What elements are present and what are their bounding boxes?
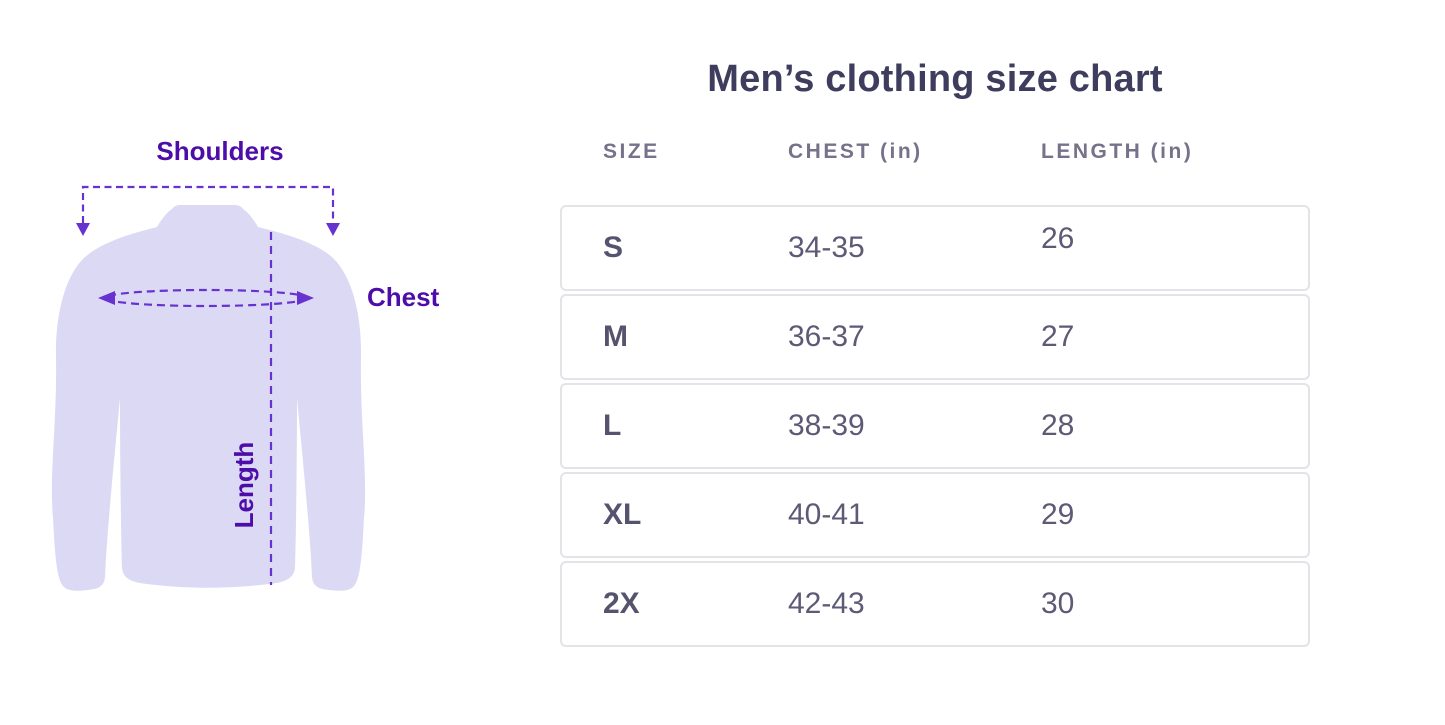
length-cell: 27	[1041, 320, 1075, 353]
table-body: S 34-35 26 M 36-37 27 L 38-39 28 XL 40-4…	[560, 205, 1310, 650]
shoulders-measure-line	[81, 185, 335, 223]
table-row: XL 40-41 29	[560, 472, 1310, 558]
column-header-length: LENGTH (in)	[1041, 140, 1194, 163]
size-cell: 2X	[603, 587, 640, 620]
shirt-shape	[51, 205, 366, 591]
shoulders-arrow-right-icon	[326, 223, 340, 236]
table-row: S 34-35 26	[560, 205, 1310, 291]
shirt-illustration	[51, 185, 366, 591]
size-cell: S	[603, 231, 624, 264]
length-cell: 28	[1041, 409, 1075, 442]
page-title: Men’s clothing size chart	[707, 58, 1163, 100]
chest-cell: 42-43	[788, 587, 865, 620]
shoulders-label: Shoulders	[156, 136, 284, 166]
size-chart: Men’s clothing size chart SIZE CHEST (in…	[560, 0, 1310, 725]
column-header-chest: CHEST (in)	[788, 140, 923, 163]
chest-cell: 38-39	[788, 409, 865, 442]
table-row: 2X 42-43 30	[560, 561, 1310, 647]
size-cell: XL	[603, 498, 642, 531]
table-header: SIZE CHEST (in) LENGTH (in)	[560, 140, 1310, 168]
chest-arrow-left-icon	[98, 291, 115, 305]
length-label: Length	[229, 441, 259, 529]
size-cell: M	[603, 320, 628, 353]
column-header-size: SIZE	[603, 140, 660, 163]
chest-cell: 40-41	[788, 498, 865, 531]
length-cell: 30	[1041, 587, 1075, 620]
length-cell: 29	[1041, 498, 1075, 531]
length-cell: 26	[1041, 222, 1075, 255]
chest-arrow-right-icon	[297, 291, 314, 305]
chest-label: Chest	[367, 282, 440, 312]
table-row: M 36-37 27	[560, 294, 1310, 380]
size-cell: L	[603, 409, 622, 442]
shoulders-arrow-left-icon	[76, 223, 90, 236]
chest-cell: 34-35	[788, 231, 865, 264]
chest-cell: 36-37	[788, 320, 865, 353]
shirt-measurement-diagram: Shoulders Chest Length	[30, 130, 500, 630]
table-row: L 38-39 28	[560, 383, 1310, 469]
